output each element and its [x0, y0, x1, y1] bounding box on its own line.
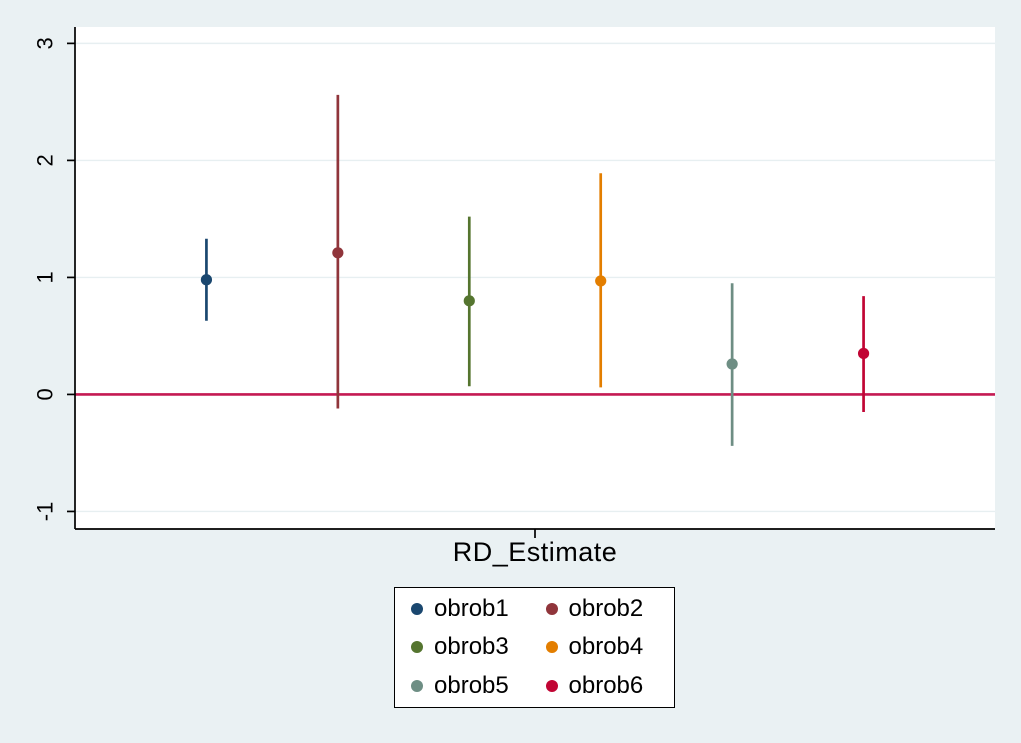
marker-obrob3 — [463, 295, 475, 307]
legend-marker-icon — [545, 679, 558, 692]
legend-marker-icon — [411, 641, 423, 654]
y-tick-label: -1 — [33, 502, 58, 522]
marker-obrob5 — [726, 358, 738, 370]
legend-item-obrob4: obrob4 — [540, 633, 675, 661]
legend-item-obrob5: obrob5 — [405, 672, 540, 700]
legend-marker-icon — [411, 603, 423, 616]
y-tick-label: 3 — [33, 37, 58, 49]
legend-marker-icon — [545, 603, 558, 616]
y-tick-label: 0 — [33, 388, 58, 400]
y-tick-label: 2 — [33, 154, 58, 166]
x-axis-title: RD_Estimate — [452, 537, 618, 567]
marker-obrob6 — [857, 347, 870, 360]
legend-label: obrob6 — [568, 671, 644, 699]
legend-marker-icon — [545, 641, 558, 654]
legend-item-obrob2: obrob2 — [540, 595, 675, 623]
marker-obrob2 — [332, 247, 344, 259]
legend-item-obrob1: obrob1 — [405, 595, 540, 623]
marker-obrob1 — [200, 274, 213, 286]
legend: obrob1 obrob2 obrob3 obrob4 obrob5 obrob… — [394, 587, 675, 708]
legend-label: obrob1 — [434, 595, 509, 623]
legend-label: obrob3 — [434, 633, 509, 661]
legend-item-obrob3: obrob3 — [405, 633, 540, 661]
y-tick-label: 1 — [33, 271, 58, 283]
legend-item-obrob6: obrob6 — [540, 672, 675, 700]
legend-label: obrob5 — [434, 671, 509, 699]
legend-label: obrob4 — [568, 633, 644, 661]
legend-label: obrob2 — [568, 595, 644, 623]
legend-marker-icon — [411, 679, 423, 692]
marker-obrob4 — [595, 275, 607, 287]
